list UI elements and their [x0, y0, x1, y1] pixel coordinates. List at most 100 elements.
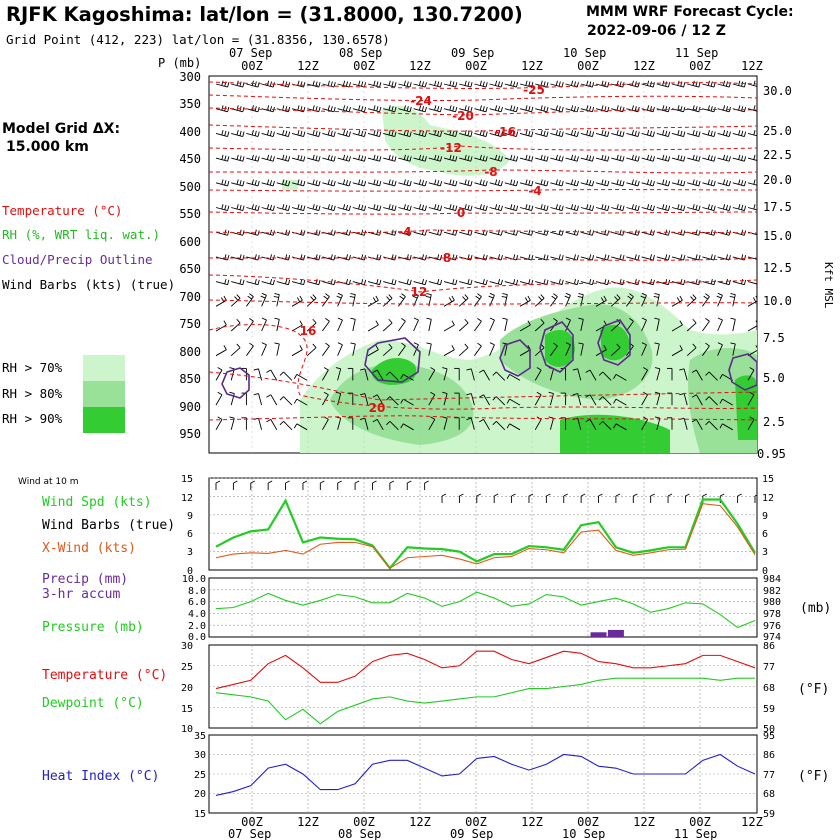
wind-barb-flag — [236, 130, 239, 136]
wind-barb-flag — [667, 82, 671, 88]
pressure-tick: 300 — [179, 70, 201, 84]
wind-barb-flag — [479, 130, 482, 136]
wind-barb-flag — [743, 230, 747, 236]
wind-barb-flag — [570, 130, 574, 136]
wind-tick: 0 — [187, 566, 193, 577]
wind-barb-flag — [479, 419, 484, 423]
wind-barb-shaft — [549, 393, 554, 406]
wind-barb-flag — [616, 343, 621, 348]
wind-barb-flag — [242, 205, 245, 211]
wind-barb-flag — [643, 416, 648, 420]
wind-barb-flag — [439, 82, 443, 88]
wind-barb-flag — [394, 255, 397, 261]
wind-barb-flag — [455, 156, 458, 162]
wind-barb-shaft — [443, 132, 456, 137]
wind-barb-flag — [649, 130, 653, 136]
top-hour-labels: 00Z 12Z 00Z 12Z 00Z 12Z 00Z 12Z 00Z 12Z — [241, 59, 763, 73]
wind-barb-flag — [553, 317, 558, 322]
wind-barb-flag — [695, 81, 698, 87]
wind-barb-flag — [451, 320, 455, 326]
wind-barb-flag — [619, 130, 622, 136]
wind-barb-flag — [361, 278, 364, 285]
wind-barb-flag — [266, 204, 270, 210]
wind-barb-flag — [467, 130, 470, 136]
wind-barb-flag — [464, 318, 469, 324]
wind-barb-shaft — [443, 281, 456, 286]
wind-barb-flag — [269, 180, 273, 186]
wind-tick-right: 0 — [762, 566, 768, 577]
wind-barb-shaft — [383, 256, 395, 261]
wind-barb-flag — [274, 342, 280, 345]
station-title: RJFK Kagoshima: lat/lon = (31.8000, 130.… — [6, 3, 523, 26]
bottom-day-label: 07 Sep — [228, 827, 271, 840]
wind-barb-shaft — [717, 344, 723, 356]
wind-barb-flag — [479, 105, 482, 111]
wind-barb-flag — [607, 230, 610, 236]
wind-barb-flag — [261, 342, 267, 346]
wind-barb-flag — [570, 80, 574, 86]
wind-barb-flag — [500, 131, 503, 137]
wind-barb-shaft — [246, 231, 259, 236]
wind-barb-flag — [439, 106, 443, 112]
bottom-day-label: 09 Sep — [450, 827, 493, 840]
wind-barb-flag — [713, 205, 716, 211]
wind-barb-flag — [667, 205, 671, 211]
wind-barb-flag — [227, 180, 230, 187]
temperature-lines — [215, 650, 756, 725]
wind-barb-flag — [716, 295, 722, 299]
wind-barb-shaft — [626, 296, 634, 307]
wind-barb-flag — [553, 293, 558, 297]
wind-barb-flag — [221, 80, 224, 86]
temp-contour — [209, 257, 757, 261]
wind-barb-flag — [728, 131, 731, 137]
wind-barb-flag — [631, 105, 634, 111]
wind-barb-flag — [333, 106, 336, 112]
wind-barb-flag — [449, 80, 452, 86]
wind-barb-flag — [555, 179, 558, 185]
wind-barb-flag — [634, 254, 637, 260]
wind-barb-flag — [719, 398, 723, 404]
wind-barb-flag — [269, 155, 273, 161]
bottom-hour-label: 00Z — [353, 815, 375, 829]
temp-contour — [209, 145, 757, 151]
wind-barb-flag — [220, 297, 225, 303]
wind-barb-flag — [634, 106, 637, 112]
wind-barb-flag — [312, 130, 315, 136]
wind-barb-flag — [619, 81, 622, 87]
wind-barb-flag — [425, 296, 431, 298]
wind-barb-flag — [361, 254, 364, 260]
wind-barb-shaft — [443, 108, 456, 113]
bottom-hour-label: 12Z — [633, 815, 655, 829]
wind-barb-flag — [285, 81, 288, 87]
wind-barb-flag — [738, 130, 741, 136]
wind-barb-flag — [497, 278, 501, 285]
wind-barb-shaft — [231, 207, 243, 212]
wind-barb-shaft — [337, 319, 343, 332]
rh90-region — [560, 414, 670, 453]
wind-barb-shaft — [246, 281, 259, 286]
wind-barb-shaft — [550, 296, 558, 307]
wind-barb-flag — [285, 130, 288, 136]
wind-barb-flag — [555, 130, 558, 136]
wind-barb-flag — [591, 279, 595, 285]
wind-barb-flag — [318, 205, 321, 211]
wind-barb-flag — [543, 229, 546, 235]
wind-barb-flag — [510, 80, 513, 86]
heat-panel: Heat Index (°C) (°F) 35 30 25 20 15 95 8… — [42, 731, 829, 820]
wind-barb-flag — [616, 130, 619, 136]
temp-contour — [209, 299, 757, 305]
wind-barb-flag — [528, 180, 531, 186]
wind-barb-flag — [388, 105, 391, 111]
wind-tick: 9 — [187, 511, 193, 522]
temp-contour — [209, 124, 757, 132]
wind-barb-flag — [604, 155, 607, 161]
temp-f-tick: 77 — [763, 662, 775, 673]
wind-barb-shaft — [283, 420, 293, 431]
wind-barb-flag — [692, 204, 695, 210]
wind-barb-flag — [293, 423, 298, 429]
wind-barb-flag — [272, 131, 275, 137]
wind-barb-flag — [437, 278, 440, 285]
wind-barb-flag — [348, 180, 351, 187]
wind-barb-flag — [586, 80, 589, 86]
wind-barb-flag — [546, 131, 549, 137]
